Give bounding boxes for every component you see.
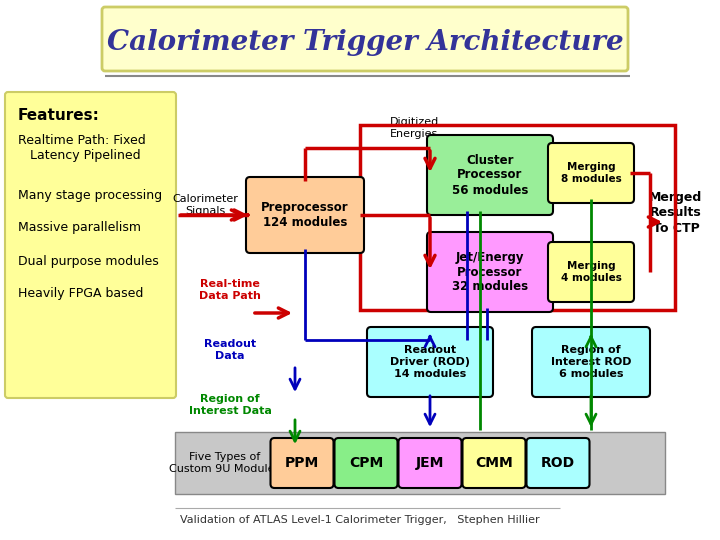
FancyBboxPatch shape — [102, 7, 628, 71]
FancyBboxPatch shape — [532, 327, 650, 397]
Text: Merged
Results
To CTP: Merged Results To CTP — [649, 192, 703, 234]
Text: Massive parallelism: Massive parallelism — [18, 221, 141, 234]
Bar — [175, 432, 665, 494]
Text: Merging
4 modules: Merging 4 modules — [561, 261, 621, 283]
Text: Real-time
Data Path: Real-time Data Path — [199, 279, 261, 301]
Text: Calorimeter Trigger Architecture: Calorimeter Trigger Architecture — [107, 29, 624, 56]
Text: Dual purpose modules: Dual purpose modules — [18, 254, 158, 267]
Text: Many stage processing: Many stage processing — [18, 188, 162, 201]
Text: ROD: ROD — [541, 456, 575, 470]
Text: CMM: CMM — [475, 456, 513, 470]
Text: Merging
8 modules: Merging 8 modules — [561, 162, 621, 184]
FancyBboxPatch shape — [548, 143, 634, 203]
Text: Features:: Features: — [18, 107, 100, 123]
Text: Five Types of
Custom 9U Modules: Five Types of Custom 9U Modules — [169, 452, 281, 474]
Text: Cluster
Processor
56 modules: Cluster Processor 56 modules — [452, 153, 528, 197]
Text: CPM: CPM — [349, 456, 383, 470]
FancyBboxPatch shape — [367, 327, 493, 397]
FancyBboxPatch shape — [398, 438, 462, 488]
Text: JEM: JEM — [416, 456, 444, 470]
Text: Realtime Path: Fixed
   Latency Pipelined: Realtime Path: Fixed Latency Pipelined — [18, 134, 145, 162]
Text: Preprocessor
124 modules: Preprocessor 124 modules — [261, 201, 348, 229]
FancyBboxPatch shape — [427, 232, 553, 312]
Text: PPM: PPM — [285, 456, 319, 470]
FancyBboxPatch shape — [526, 438, 590, 488]
Text: Jet/Energy
Processor
32 modules: Jet/Energy Processor 32 modules — [452, 251, 528, 294]
FancyBboxPatch shape — [427, 135, 553, 215]
FancyBboxPatch shape — [271, 438, 333, 488]
Text: Region of
Interest Data: Region of Interest Data — [189, 394, 271, 416]
FancyBboxPatch shape — [462, 438, 526, 488]
FancyBboxPatch shape — [335, 438, 397, 488]
Text: Calorimeter
Signals: Calorimeter Signals — [172, 194, 238, 216]
FancyBboxPatch shape — [5, 92, 176, 398]
FancyBboxPatch shape — [246, 177, 364, 253]
Text: Readout
Data: Readout Data — [204, 339, 256, 361]
Text: Heavily FPGA based: Heavily FPGA based — [18, 287, 143, 300]
Text: Digitized
Energies: Digitized Energies — [390, 117, 439, 139]
Text: Readout
Driver (ROD)
14 modules: Readout Driver (ROD) 14 modules — [390, 346, 470, 379]
Text: Region of
Interest ROD
6 modules: Region of Interest ROD 6 modules — [551, 346, 631, 379]
Text: Validation of ATLAS Level-1 Calorimeter Trigger,   Stephen Hillier: Validation of ATLAS Level-1 Calorimeter … — [180, 515, 540, 525]
FancyBboxPatch shape — [548, 242, 634, 302]
